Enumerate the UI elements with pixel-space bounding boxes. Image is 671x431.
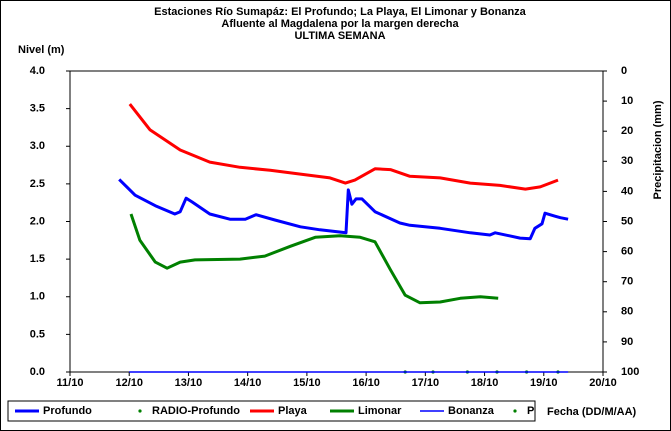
y-tick-label: 0.0: [30, 366, 45, 378]
y-tick-label: 2.5: [30, 178, 45, 190]
chart-subtitle: ULTIMA SEMANA: [294, 30, 385, 42]
chart-title: Estaciones Río Sumapáz: El Profundo; La …: [154, 6, 527, 18]
x-tick-label: 18/10: [471, 377, 499, 389]
x-tick-label: 20/10: [589, 377, 617, 389]
y2-axis-label: Precipitacion (mm): [652, 100, 664, 199]
y-tick-label: 2.0: [30, 215, 45, 227]
legend-label: Bonanza: [448, 405, 495, 417]
legend-label: Profundo: [43, 405, 92, 417]
y2-tick-label: 50: [621, 215, 633, 227]
x-tick-label: 17/10: [412, 377, 440, 389]
y-tick-label: 4.0: [30, 65, 45, 77]
y-tick-label: 1.0: [30, 291, 45, 303]
series-line: [128, 103, 559, 191]
y2-tick-label: 90: [621, 336, 633, 348]
x-tick-label: 14/10: [234, 377, 262, 389]
legend-label: Limonar: [358, 405, 402, 417]
legend-swatch: [138, 409, 142, 413]
chart-subtitle: Afluente al Magdalena por la margen dere…: [221, 18, 459, 30]
x-tick-label: 15/10: [293, 377, 321, 389]
series-line: [118, 178, 569, 241]
x-tick-label: 13/10: [175, 377, 203, 389]
y2-tick-label: 60: [621, 246, 633, 258]
y-tick-label: 3.5: [30, 103, 45, 115]
y2-tick-label: 40: [621, 185, 633, 197]
legend-swatch: [513, 409, 517, 413]
y2-tick-label: 30: [621, 155, 633, 167]
y2-tick-label: 100: [621, 366, 639, 378]
y-axis-label: Nivel (m): [18, 44, 65, 56]
x-tick-label: 11/10: [57, 377, 84, 389]
y-tick-label: 0.5: [30, 328, 45, 340]
legend-label: RADIO-Profundo: [152, 405, 240, 417]
y2-tick-label: 70: [621, 276, 633, 288]
x-tick-label: 12/10: [115, 377, 143, 389]
y2-tick-label: 10: [621, 95, 633, 107]
y2-tick-label: 80: [621, 306, 633, 318]
x-axis-label: Fecha (DD/M/AA): [547, 406, 637, 418]
y2-tick-label: 0: [621, 65, 627, 77]
x-tick-label: 16/10: [352, 377, 380, 389]
series-line: [129, 213, 499, 305]
legend-label: Playa: [278, 405, 308, 417]
y-tick-label: 1.5: [30, 253, 45, 265]
y2-tick-label: 20: [621, 125, 633, 137]
legend-label: P: [527, 405, 534, 417]
x-tick-label: 19/10: [530, 377, 558, 389]
y-tick-label: 3.0: [30, 140, 45, 152]
